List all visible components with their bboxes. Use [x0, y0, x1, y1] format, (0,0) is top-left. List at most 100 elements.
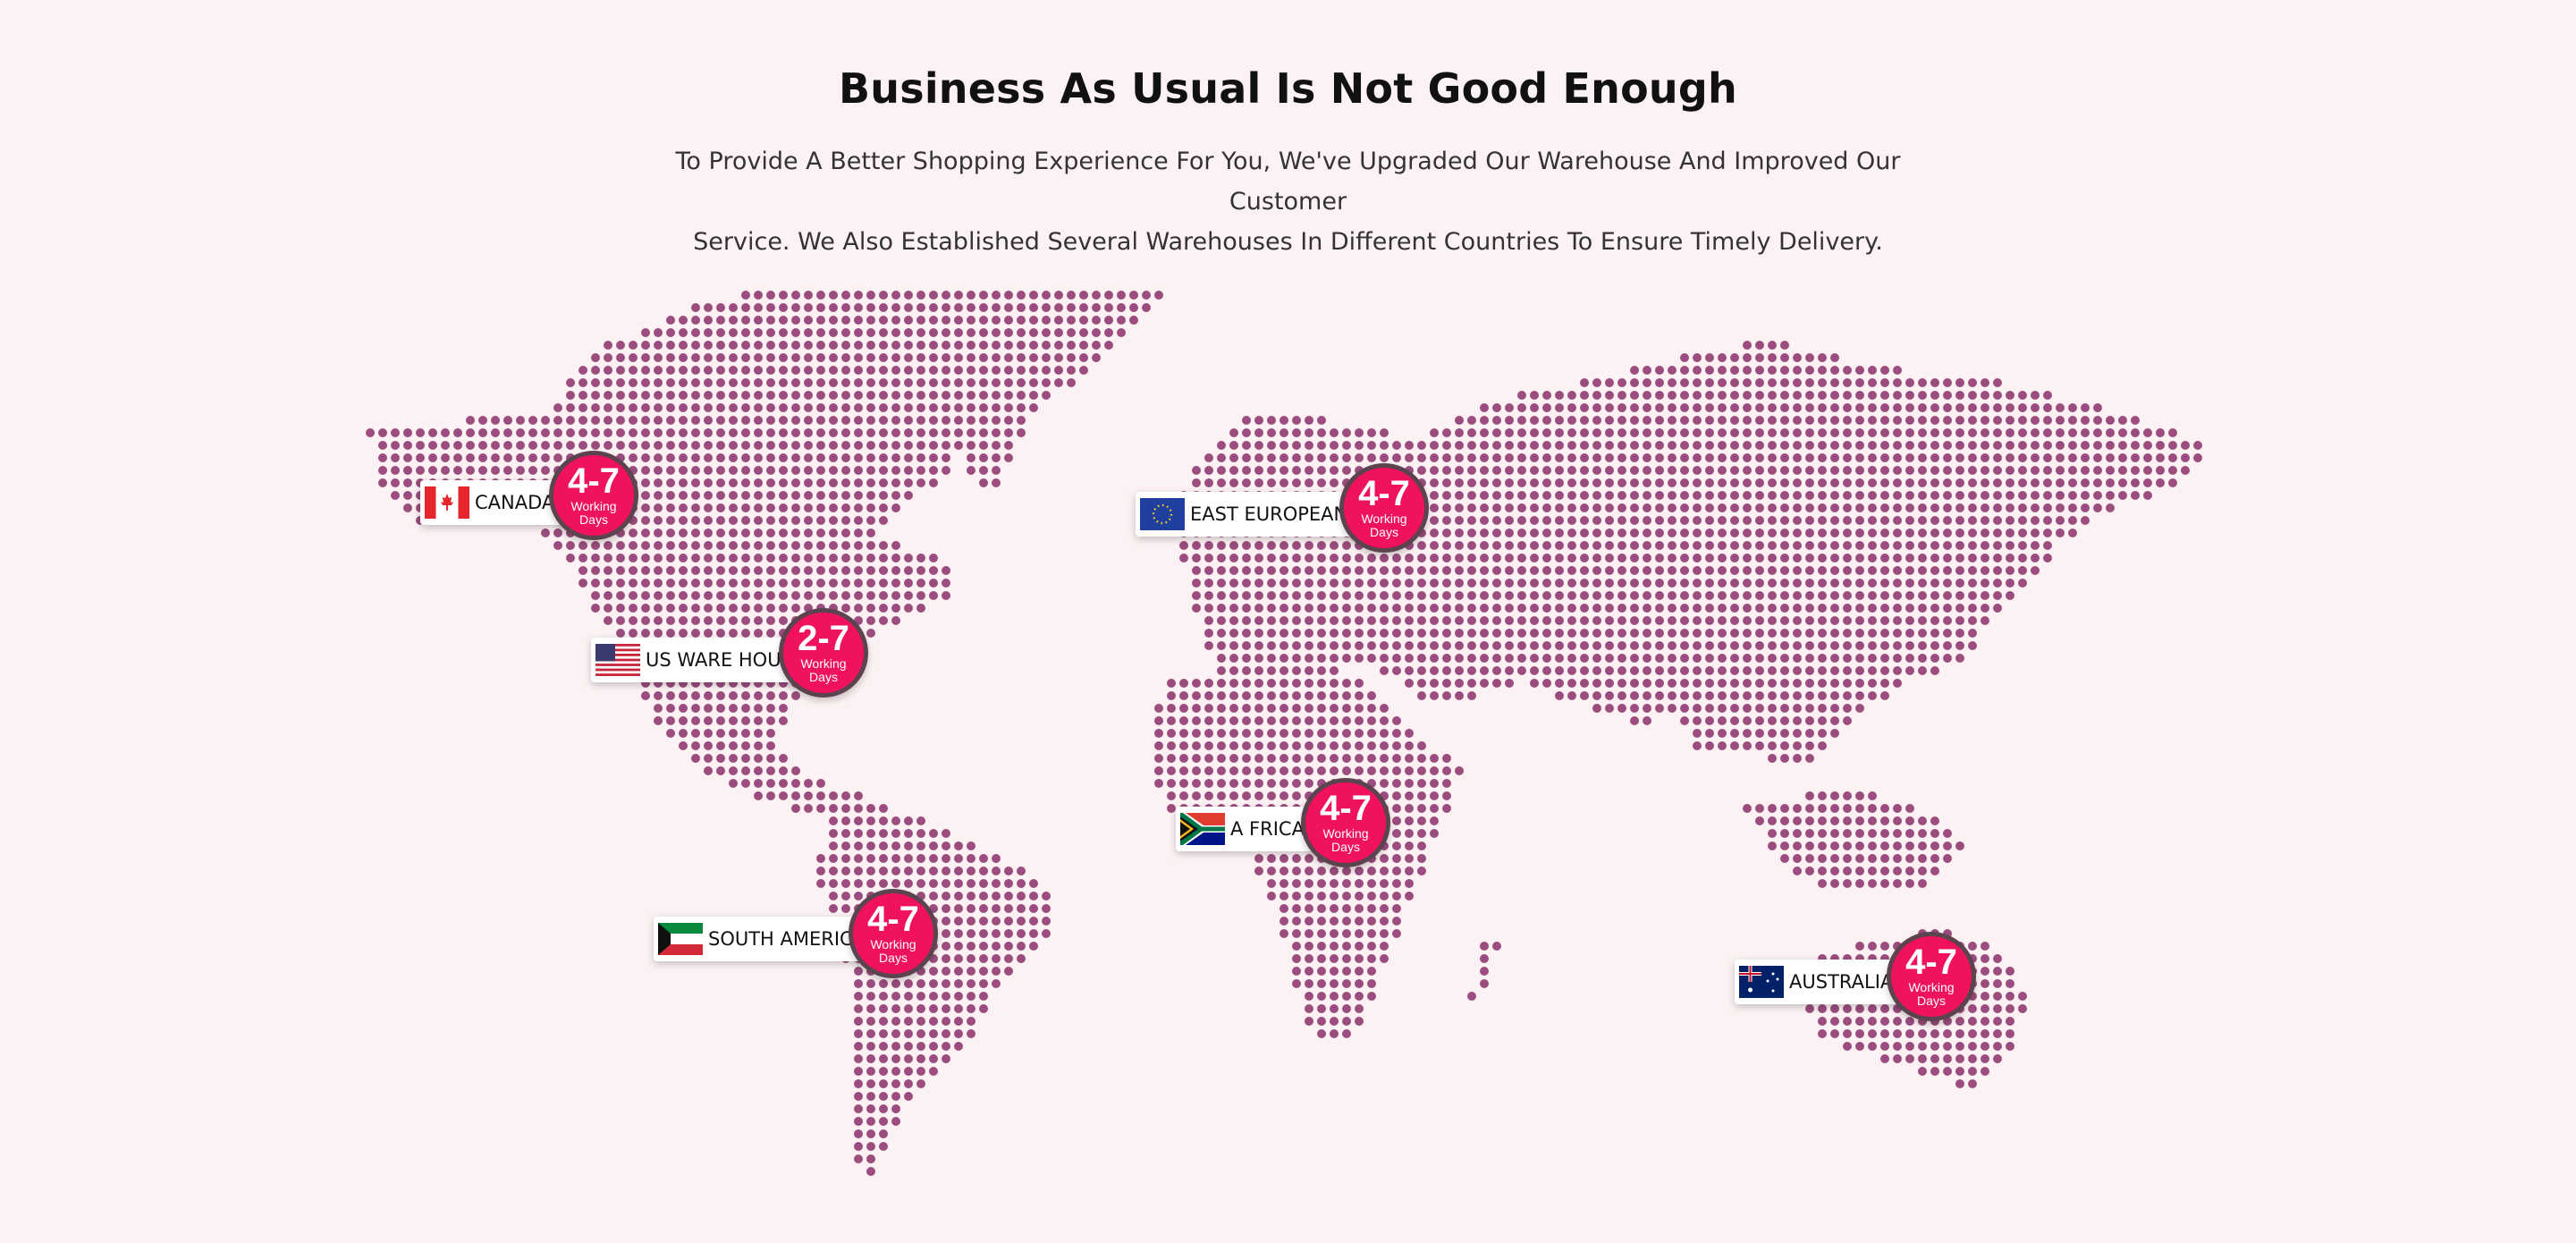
map-dot: [2156, 478, 2165, 487]
map-dot: [1254, 604, 1263, 613]
map-dot: [979, 979, 988, 988]
map-dot: [1367, 879, 1376, 888]
map-dot: [854, 804, 863, 813]
map-dot: [829, 854, 838, 863]
map-dot: [1342, 766, 1351, 775]
map-dot: [1442, 516, 1451, 525]
map-dot: [516, 428, 525, 437]
delivery-days: 4-7: [1905, 943, 1957, 982]
map-dot: [829, 841, 838, 850]
map-dot: [1517, 478, 1526, 487]
map-dot: [1430, 453, 1439, 462]
map-dot: [879, 316, 888, 325]
map-dot: [1380, 604, 1389, 613]
map-dot: [691, 466, 700, 475]
map-dot: [1680, 403, 1689, 412]
map-dot: [1467, 604, 1476, 613]
map-dot: [891, 1104, 900, 1113]
map-dot: [979, 303, 988, 312]
map-dot: [1342, 917, 1351, 926]
map-dot: [992, 942, 1001, 951]
map-dot: [1592, 591, 1601, 600]
map-dot: [1455, 428, 1464, 437]
map-dot: [478, 453, 487, 462]
map-dot: [1530, 466, 1539, 475]
map-dot: [779, 704, 788, 713]
map-dot: [829, 378, 838, 387]
map-dot: [616, 554, 625, 562]
map-dot: [766, 716, 775, 725]
map-dot: [1793, 466, 1802, 475]
map-dot: [1480, 666, 1489, 675]
map-dot: [1229, 441, 1238, 450]
map-dot: [1567, 616, 1576, 625]
map-dot: [1167, 779, 1176, 788]
map-dot: [1705, 741, 1714, 750]
map-dot: [1392, 579, 1401, 588]
map-dot: [1317, 428, 1326, 437]
map-dot: [1592, 554, 1601, 562]
map-dot: [1317, 616, 1326, 625]
map-dot: [403, 441, 412, 450]
map-dot: [1054, 316, 1063, 325]
map-dot: [1330, 428, 1339, 437]
map-dot: [1305, 691, 1313, 700]
map-dot: [2143, 491, 2152, 500]
map-dot: [2131, 478, 2140, 487]
map-dot: [979, 466, 988, 475]
map-dot: [1330, 917, 1339, 926]
map-dot: [1405, 441, 1414, 450]
map-dot: [716, 516, 725, 525]
map-dot: [591, 604, 600, 613]
map-dot: [916, 979, 925, 988]
map-dot: [804, 328, 813, 337]
map-dot: [654, 478, 663, 487]
map-dot: [1104, 291, 1113, 300]
map-dot: [1254, 441, 1263, 450]
map-dot: [1868, 478, 1877, 487]
map-dot: [804, 428, 813, 437]
map-dot: [1330, 879, 1339, 888]
map-dot: [1592, 428, 1601, 437]
map-dot: [1643, 466, 1651, 475]
map-dot: [942, 579, 950, 588]
map-dot: [1517, 428, 1526, 437]
map-dot: [1693, 579, 1702, 588]
map-dot: [1981, 1067, 1989, 1076]
map-dot: [1267, 554, 1276, 562]
map-dot: [1981, 554, 1989, 562]
map-dot: [2156, 453, 2165, 462]
map-dot: [942, 316, 950, 325]
map-dot: [929, 892, 938, 901]
map-dot: [1843, 428, 1852, 437]
map-dot: [854, 992, 863, 1001]
map-dot: [942, 867, 950, 875]
map-dot: [967, 892, 976, 901]
map-dot: [629, 629, 638, 638]
map-dot: [1668, 604, 1677, 613]
map-dot: [1705, 453, 1714, 462]
map-dot: [1718, 391, 1727, 400]
map-dot: [1530, 528, 1539, 537]
map-dot: [679, 691, 688, 700]
map-dot: [579, 366, 587, 375]
map-dot: [428, 441, 437, 450]
map-dot: [1280, 791, 1288, 800]
map-dot: [1793, 604, 1802, 613]
map-dot: [1280, 616, 1288, 625]
map-dot: [879, 503, 888, 512]
map-dot: [1204, 591, 1213, 600]
map-dot: [641, 566, 650, 575]
map-dot: [879, 1092, 888, 1101]
map-dot: [1730, 378, 1739, 387]
map-dot: [829, 391, 838, 400]
map-dot: [1743, 366, 1752, 375]
map-dot: [1405, 779, 1414, 788]
map-dot: [1280, 704, 1288, 713]
map-dot: [1880, 816, 1889, 825]
map-dot: [1417, 629, 1426, 638]
map-dot: [1868, 366, 1877, 375]
map-dot: [441, 441, 450, 450]
map-dot: [1843, 516, 1852, 525]
map-dot: [1818, 641, 1827, 650]
